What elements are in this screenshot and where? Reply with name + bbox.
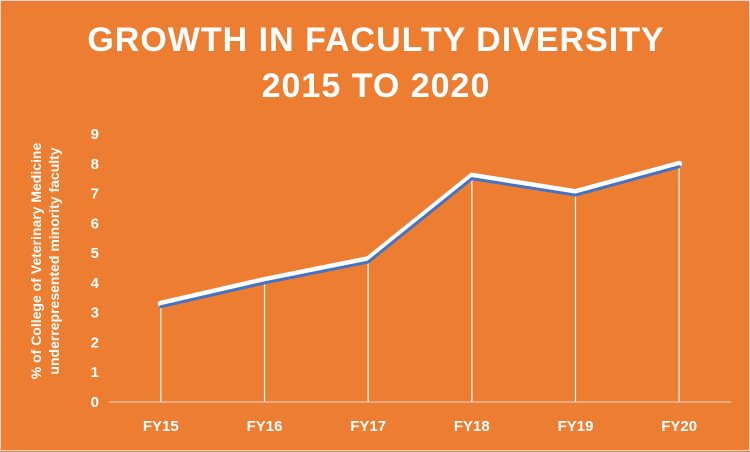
y-tick-label: 1 (91, 364, 99, 381)
x-tick-label: FY15 (143, 418, 179, 435)
y-tick-label: 7 (91, 186, 99, 203)
y-tick-label: 9 (91, 126, 99, 143)
series-line (159, 165, 681, 309)
chart-title-line-1: GROWTH IN FACULTY DIVERSITY (87, 21, 665, 59)
x-tick-label: FY16 (247, 418, 283, 435)
x-tick-label: FY19 (558, 418, 594, 435)
x-tick-label: FY20 (661, 418, 697, 435)
y-tick-label: 0 (91, 394, 99, 411)
drop-lines (160, 166, 680, 402)
y-tick-label: 5 (91, 245, 99, 262)
y-tick-label: 2 (91, 334, 99, 351)
y-axis-label-line-2: underrepresented minority faculty (46, 147, 62, 374)
y-tick-label: 4 (91, 275, 100, 292)
y-tick-label: 8 (91, 156, 99, 173)
x-tick-label: FY18 (454, 418, 490, 435)
y-axis-label-line-1: % of College of Veterinary Medicine (28, 143, 44, 380)
y-tick-label: 3 (91, 305, 99, 322)
x-tick-label: FY17 (350, 418, 386, 435)
series-line-highlight (157, 160, 683, 307)
y-tick-label: 6 (91, 215, 99, 232)
chart-title-line-2: 2015 TO 2020 (261, 67, 491, 105)
y-axis-ticks: 0 1 2 3 4 5 6 7 8 9 (91, 126, 100, 411)
x-axis-ticks: FY15 FY16 FY17 FY18 FY19 FY20 (143, 418, 697, 435)
